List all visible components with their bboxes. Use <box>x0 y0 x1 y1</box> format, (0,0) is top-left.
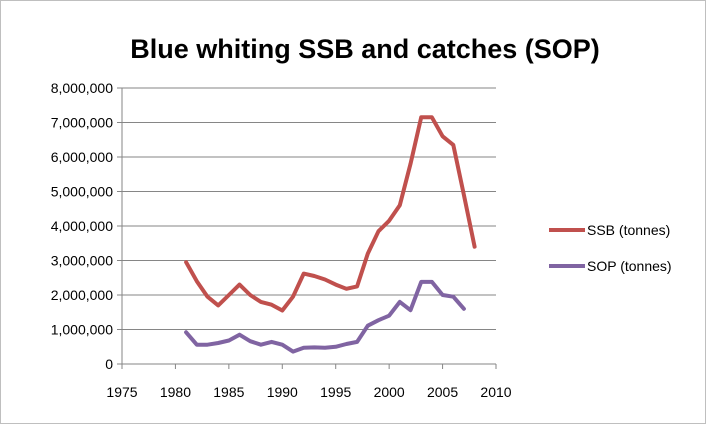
legend: SSB (tonnes) SOP (tonnes) <box>549 222 672 274</box>
x-tick-label: 1985 <box>213 384 244 400</box>
legend-label-1: SSB (tonnes) <box>587 222 670 238</box>
legend-label-2: SOP (tonnes) <box>587 258 672 274</box>
y-axis-ticks: 0 1,000,000 2,000,000 3,000,000 4,000,000 5,0… <box>51 80 114 372</box>
x-tick-label: 2010 <box>480 384 511 400</box>
gridlines <box>122 87 496 330</box>
y-tick-label: 0 <box>105 356 113 372</box>
axes <box>117 87 497 369</box>
y-tick-label: 8,000,000 <box>51 80 113 96</box>
chart-title: Blue whiting SSB and catches (SOP) <box>130 34 600 64</box>
y-tick-label: 1,000,000 <box>51 322 113 338</box>
x-tick-label: 1975 <box>106 384 137 400</box>
x-axis-ticks: 1975 1980 1985 1990 1995 2000 2005 2010 <box>106 384 511 400</box>
y-tick-label: 5,000,000 <box>51 184 113 200</box>
y-tick-label: 3,000,000 <box>51 253 113 269</box>
series-lines <box>184 115 477 354</box>
y-tick-label: 7,000,000 <box>51 115 113 131</box>
x-tick-label: 2000 <box>374 384 405 400</box>
x-tick-label: 1990 <box>267 384 298 400</box>
x-tick-label: 1980 <box>160 384 191 400</box>
y-tick-label: 2,000,000 <box>51 287 113 303</box>
y-tick-label: 6,000,000 <box>51 149 113 165</box>
x-tick-label: 2005 <box>427 384 458 400</box>
series-points-2 <box>186 281 465 352</box>
series-line-2 <box>184 279 466 354</box>
x-tick-label: 1995 <box>320 384 351 400</box>
series-line-1 <box>184 115 477 313</box>
y-tick-label: 4,000,000 <box>51 218 113 234</box>
series-points-1 <box>186 117 475 311</box>
